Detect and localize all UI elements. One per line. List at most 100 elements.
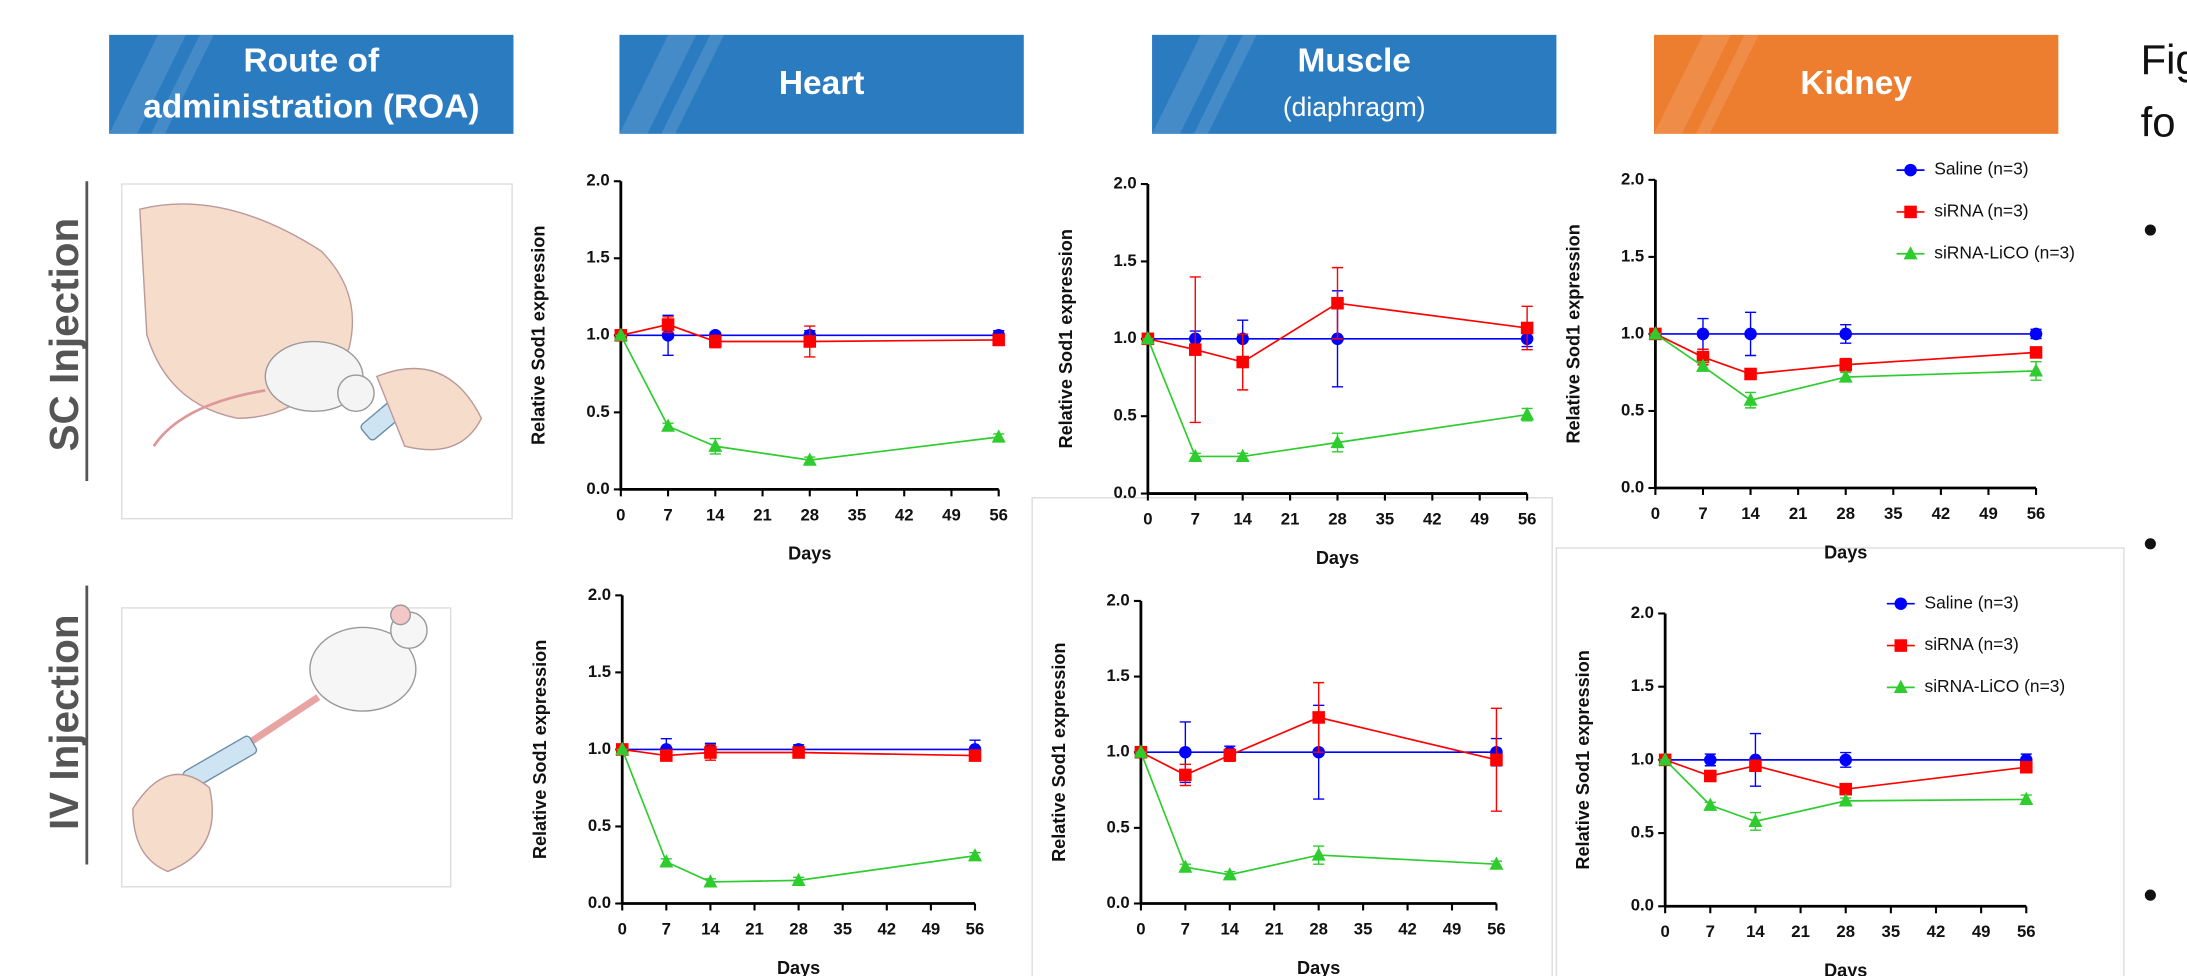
x-tick-label: 7	[1191, 509, 1200, 528]
x-tick-label: 14	[1233, 509, 1252, 528]
y-tick-label: 1.5	[1621, 246, 1644, 265]
marker	[968, 848, 982, 861]
x-tick-label: 28	[1836, 922, 1855, 941]
chart: 0.00.51.01.52.00714212835424956DaysRelat…	[1056, 173, 1537, 567]
x-tick-label: 21	[753, 505, 772, 524]
x-tick-label: 0	[1136, 919, 1145, 938]
y-tick-label: 0.5	[1631, 823, 1654, 842]
y-axis-label: Relative Sod1 expression	[530, 640, 550, 859]
x-tick-label: 56	[2017, 922, 2036, 941]
x-tick-label: 14	[1746, 922, 1765, 941]
series-line	[622, 749, 975, 881]
legend-marker	[1904, 246, 1918, 259]
marker	[660, 749, 673, 762]
y-tick-label: 1.0	[1107, 742, 1130, 761]
side-text: fo	[2141, 99, 2176, 146]
y-axis-label: Relative Sod1 expression	[1056, 229, 1076, 448]
y-axis-label: Relative Sod1 expression	[1563, 224, 1583, 443]
marker	[659, 854, 673, 867]
x-axis-label: Days	[788, 544, 831, 564]
x-tick-label: 14	[1741, 504, 1760, 523]
legend-label: Saline (n=3)	[1924, 592, 2018, 612]
y-tick-label: 2.0	[586, 171, 609, 190]
marker	[1839, 328, 1852, 341]
bullet	[2145, 224, 2156, 235]
x-tick-label: 7	[663, 505, 672, 524]
marker	[1744, 368, 1757, 381]
marker	[1697, 328, 1710, 341]
y-tick-label: 1.5	[588, 662, 611, 681]
header-text: administration (ROA)	[143, 89, 479, 126]
x-tick-label: 21	[1281, 509, 1300, 528]
marker	[1178, 860, 1192, 873]
y-tick-label: 0.0	[1113, 483, 1136, 502]
x-tick-label: 14	[706, 505, 725, 524]
marker	[992, 429, 1006, 442]
x-tick-label: 28	[789, 919, 808, 938]
x-axis-label: Days	[1824, 961, 1867, 976]
bullet	[2145, 538, 2156, 549]
marker	[1704, 754, 1717, 767]
sc-illustration	[122, 184, 512, 519]
y-axis-label: Relative Sod1 expression	[1573, 650, 1593, 869]
y-tick-label: 1.5	[1107, 666, 1130, 685]
iv-illustration	[122, 605, 451, 887]
y-tick-label: 1.0	[588, 739, 611, 758]
x-tick-label: 42	[1423, 509, 1442, 528]
x-tick-label: 35	[1884, 504, 1903, 523]
marker	[1704, 770, 1717, 783]
marker	[1744, 328, 1757, 341]
row-label: IV Injection	[41, 614, 87, 830]
y-tick-label: 2.0	[1631, 603, 1654, 622]
marker	[708, 439, 722, 452]
x-tick-label: 42	[895, 505, 914, 524]
y-tick-label: 0.5	[1107, 817, 1130, 836]
legend-marker	[1895, 639, 1908, 652]
bullet	[2145, 890, 2156, 901]
marker	[1839, 358, 1852, 371]
row-label: SC Injection	[41, 218, 87, 452]
page: Route ofadministration (ROA)HeartMuscle(…	[0, 0, 2187, 976]
x-axis-label: Days	[1316, 548, 1359, 568]
x-tick-label: 21	[745, 919, 764, 938]
x-tick-label: 56	[966, 919, 985, 938]
x-tick-label: 0	[1651, 504, 1660, 523]
marker	[1839, 754, 1852, 767]
x-axis-label: Days	[777, 958, 820, 976]
x-tick-label: 0	[1143, 509, 1152, 528]
x-tick-label: 35	[1376, 509, 1395, 528]
marker	[1312, 711, 1325, 724]
y-tick-label: 0.0	[586, 479, 609, 498]
x-tick-label: 7	[1698, 504, 1707, 523]
marker	[2030, 346, 2043, 359]
x-tick-label: 14	[701, 919, 720, 938]
x-tick-label: 7	[1706, 922, 1715, 941]
marker	[1521, 322, 1534, 335]
marker	[992, 334, 1005, 347]
legend-marker	[1904, 206, 1917, 219]
chart: 0.00.51.01.52.00714212835424956DaysRelat…	[1049, 590, 1506, 976]
x-tick-label: 28	[1836, 504, 1855, 523]
x-axis-label: Days	[1297, 958, 1340, 976]
header-text: Route of	[243, 43, 380, 80]
x-tick-label: 35	[833, 919, 852, 938]
y-tick-label: 2.0	[1621, 169, 1644, 188]
x-tick-label: 42	[1398, 919, 1417, 938]
marker	[704, 746, 717, 759]
x-tick-label: 49	[1443, 919, 1462, 938]
header-text: Heart	[779, 65, 865, 102]
marker	[703, 874, 717, 887]
x-tick-label: 7	[1181, 919, 1190, 938]
x-tick-label: 28	[800, 505, 819, 524]
marker	[661, 419, 675, 432]
y-tick-label: 1.5	[1113, 251, 1136, 270]
legend-label: siRNA-LiCO (n=3)	[1924, 676, 2065, 696]
x-tick-label: 28	[1309, 919, 1328, 938]
marker	[1224, 749, 1237, 762]
y-tick-label: 2.0	[1107, 590, 1130, 609]
y-tick-label: 1.0	[1621, 323, 1644, 342]
header-text: (diaphragm)	[1283, 92, 1426, 122]
